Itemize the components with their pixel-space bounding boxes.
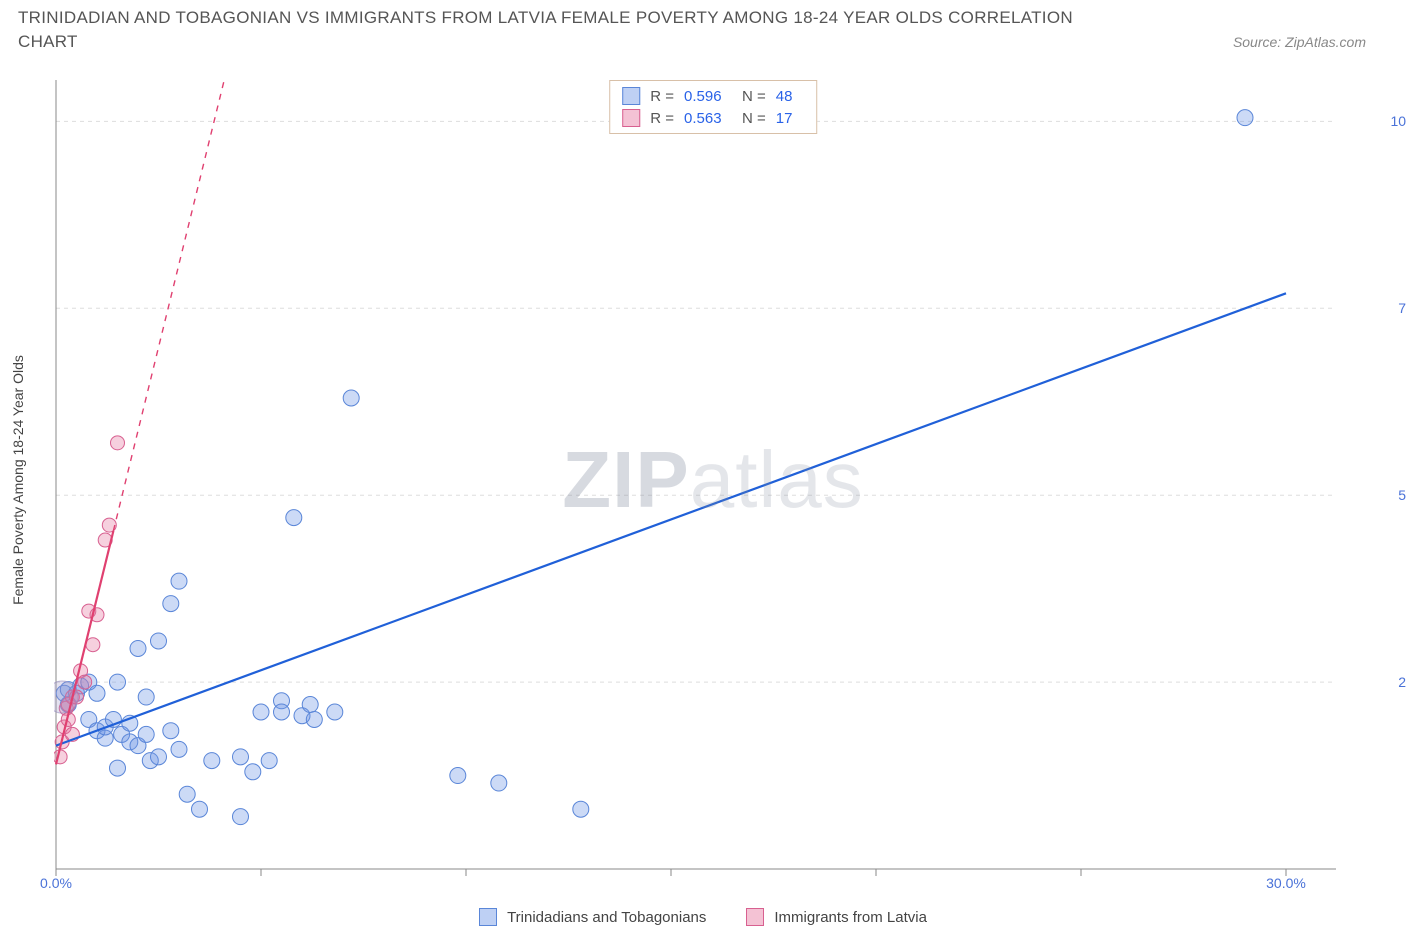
y-tick-label: 50.0% <box>1398 487 1406 503</box>
y-tick-label: 100.0% <box>1391 113 1406 129</box>
x-tick-label: 0.0% <box>40 875 72 891</box>
series-legend-item: Immigrants from Latvia <box>746 908 927 926</box>
legend-swatch <box>622 87 640 105</box>
legend-r-label: R = <box>650 88 674 105</box>
series-legend: Trinidadians and Tobagonians Immigrants f… <box>0 908 1406 926</box>
legend-r-label: R = <box>650 110 674 127</box>
legend-n-label: N = <box>742 88 766 105</box>
series-legend-label: Immigrants from Latvia <box>774 909 927 926</box>
chart-title: TRINIDADIAN AND TOBAGONIAN VS IMMIGRANTS… <box>18 6 1118 54</box>
legend-swatch <box>622 109 640 127</box>
legend-row: R = 0.596 N = 48 <box>622 85 804 107</box>
scatter-chart <box>48 80 1378 880</box>
correlation-legend: R = 0.596 N = 48 R = 0.563 N = 17 <box>609 80 817 134</box>
legend-row: R = 0.563 N = 17 <box>622 107 804 129</box>
x-tick-label: 30.0% <box>1266 875 1306 891</box>
series-legend-item: Trinidadians and Tobagonians <box>479 908 706 926</box>
legend-n-label: N = <box>742 110 766 127</box>
legend-swatch <box>746 908 764 926</box>
legend-r-value: 0.596 <box>684 88 732 105</box>
y-tick-label: 75.0% <box>1398 300 1406 316</box>
y-axis-label: Female Poverty Among 18-24 Year Olds <box>10 355 26 605</box>
chart-container: Female Poverty Among 18-24 Year Olds R =… <box>48 80 1378 880</box>
source-attribution: Source: ZipAtlas.com <box>1233 34 1366 50</box>
legend-r-value: 0.563 <box>684 110 732 127</box>
series-legend-label: Trinidadians and Tobagonians <box>507 909 706 926</box>
y-tick-label: 25.0% <box>1398 674 1406 690</box>
legend-n-value: 17 <box>776 110 804 127</box>
legend-n-value: 48 <box>776 88 804 105</box>
legend-swatch <box>479 908 497 926</box>
